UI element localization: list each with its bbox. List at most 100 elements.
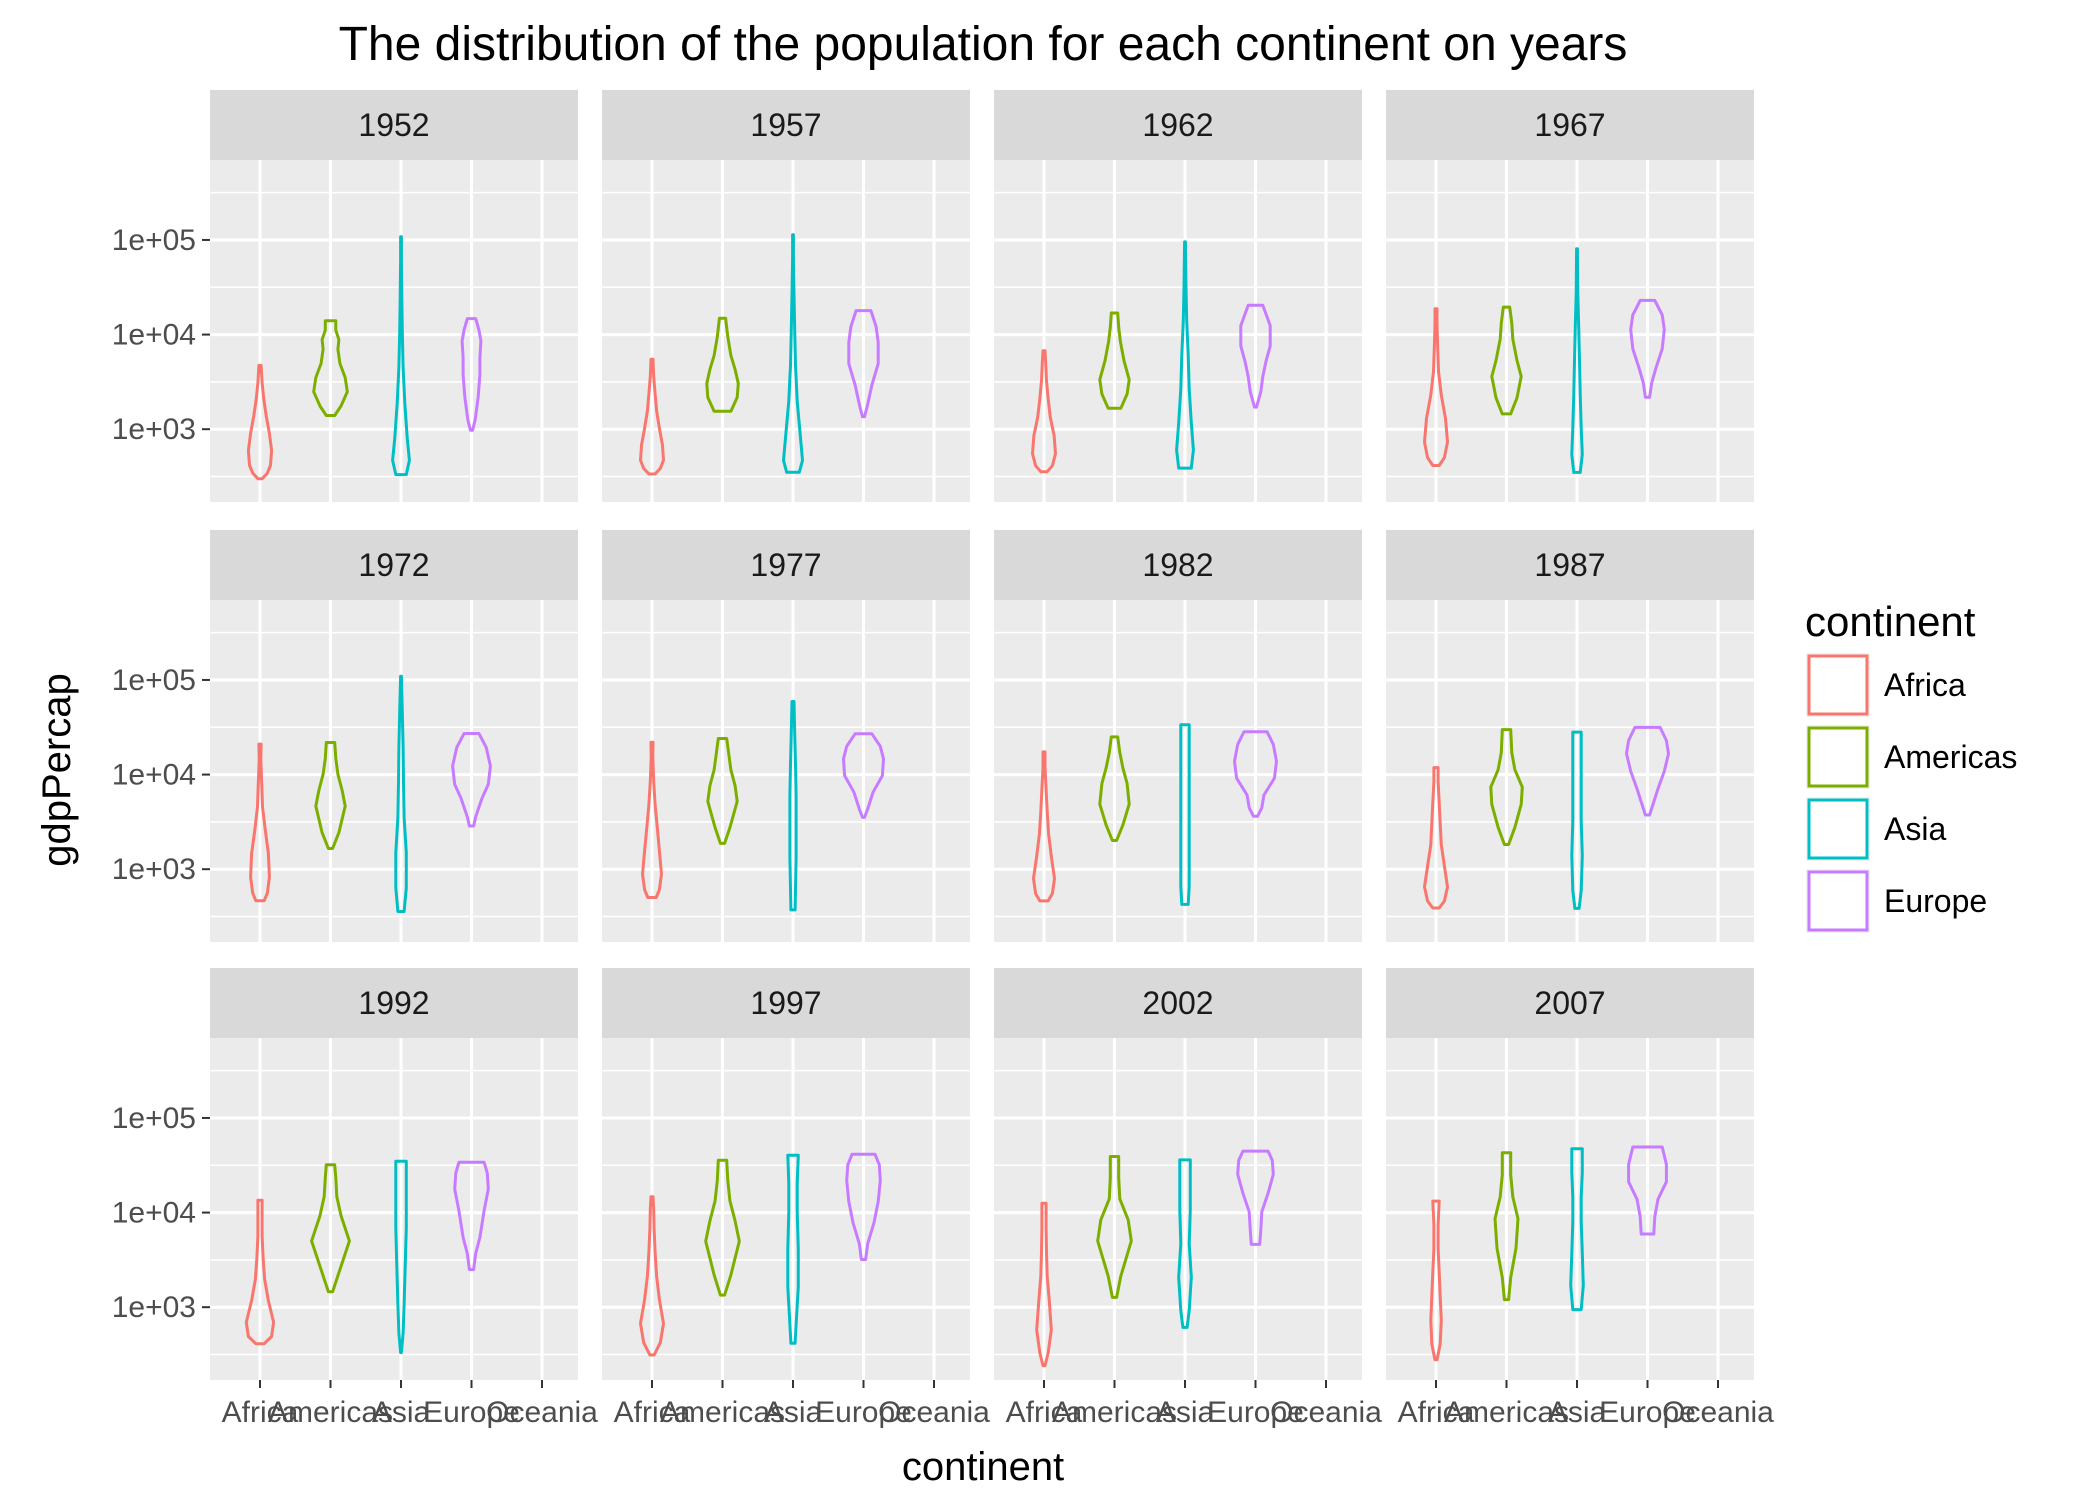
strip-background <box>602 90 970 160</box>
y-tick-label: 1e+03 <box>112 1291 196 1324</box>
x-tick-label: Americas <box>660 1396 785 1429</box>
strip-background <box>210 530 578 600</box>
x-tick-label: Asia <box>1548 1396 1607 1429</box>
violin-europe <box>1627 1145 1668 1236</box>
facet-panel: 1957 <box>602 90 970 502</box>
facet-panel: 1952 1e+03 1e+04 1e+05 <box>112 90 578 502</box>
violin-asia <box>1569 1147 1585 1312</box>
strip-background <box>994 968 1362 1038</box>
violin-europe <box>1625 725 1670 817</box>
x-tick-label: Asia <box>372 1396 431 1429</box>
legend-label: Africa <box>1884 667 1966 703</box>
strip-label: 1977 <box>750 547 821 583</box>
panel-background <box>1386 1038 1754 1380</box>
violin-africa <box>639 1195 665 1357</box>
violin-americas <box>310 1163 351 1294</box>
violin-europe <box>453 1160 490 1272</box>
legend-item: Europe <box>1806 869 1987 933</box>
legend-items: Africa Americas Asia Europe <box>1806 653 2017 933</box>
y-tick-label: 1e+04 <box>112 759 196 792</box>
panel-background <box>994 1038 1362 1380</box>
violin-africa <box>246 363 274 481</box>
violin-europe <box>847 309 880 419</box>
legend-title: continent <box>1805 598 1976 645</box>
strip-label: 1972 <box>358 547 429 583</box>
strip-label: 1957 <box>750 107 821 143</box>
violin-africa <box>1031 349 1057 474</box>
strip-label: 1952 <box>358 107 429 143</box>
violin-americas <box>1098 735 1131 842</box>
y-axis-title: gdpPercap <box>35 673 79 866</box>
legend-swatch <box>1807 798 1869 860</box>
violin-europe <box>460 317 483 432</box>
violin-europe <box>845 1152 882 1261</box>
violin-americas <box>1490 305 1523 416</box>
y-tick-label: 1e+04 <box>112 319 196 352</box>
x-tick-label: Americas <box>268 1396 393 1429</box>
facet-panel: 1962 <box>994 90 1362 502</box>
x-tick-label: Asia <box>764 1396 823 1429</box>
violin-americas <box>1493 1151 1520 1302</box>
strip-background <box>1386 968 1754 1038</box>
x-tick-label: Europe <box>1207 1396 1304 1429</box>
strip-background <box>602 968 970 1038</box>
violin-europe <box>451 732 492 828</box>
facet-panel: 1982 <box>994 530 1362 942</box>
violin-asia <box>782 233 804 474</box>
legend-item: Asia <box>1806 797 1946 861</box>
strip-label: 1967 <box>1534 107 1605 143</box>
violin-asia <box>1177 1158 1193 1329</box>
violin-americas <box>314 741 347 850</box>
violin-africa <box>249 742 271 903</box>
legend-swatch <box>1807 870 1869 932</box>
panel-background <box>210 1038 578 1380</box>
x-tick-label: Oceania <box>486 1396 598 1429</box>
violin-americas <box>706 737 739 845</box>
facet-panel: 1972 1e+03 1e+04 1e+05 <box>112 530 578 942</box>
x-tick-label: Europe <box>423 1396 520 1429</box>
violin-americas <box>1098 311 1131 410</box>
violin-asia <box>394 674 408 913</box>
x-tick-label: Africa <box>1398 1396 1475 1429</box>
legend: continent Africa Americas Asia Europe <box>1805 598 2017 933</box>
x-tick-label: Europe <box>815 1396 912 1429</box>
strip-label: 1992 <box>358 985 429 1021</box>
violin-africa <box>1423 766 1449 910</box>
violin-africa <box>1035 1201 1053 1368</box>
violin-europe <box>1629 298 1666 399</box>
x-tick-label: Africa <box>614 1396 691 1429</box>
violin-asia <box>391 235 411 477</box>
y-tick-label: 1e+05 <box>112 664 196 697</box>
violin-americas <box>312 319 349 417</box>
panel-background <box>1386 600 1754 942</box>
violin-europe <box>1233 730 1278 818</box>
x-tick-label: Europe <box>1599 1396 1696 1429</box>
chart-title: The distribution of the population for e… <box>339 18 1628 71</box>
facet-panels: 1952 1e+03 1e+04 1e+05 1957 1962 1967 1972 1e+03… <box>112 90 1774 1429</box>
strip-label: 1987 <box>1534 547 1605 583</box>
violin-africa <box>1032 750 1056 903</box>
violin-asia <box>1179 723 1191 906</box>
violin-asia <box>786 1153 800 1345</box>
violin-asia <box>1175 240 1195 470</box>
facet-panel: 1987 <box>1386 530 1754 942</box>
panel-background <box>1386 160 1754 502</box>
violin-africa <box>244 1198 276 1346</box>
violin-asia <box>788 700 798 912</box>
strip-label: 1982 <box>1142 547 1213 583</box>
violin-asia <box>1570 730 1584 910</box>
facet-panel: 1977 <box>602 530 970 942</box>
strip-background <box>994 90 1362 160</box>
violin-asia <box>394 1159 408 1354</box>
y-tick-label: 1e+03 <box>112 413 196 446</box>
violin-americas <box>1096 1155 1133 1299</box>
violin-americas <box>705 316 740 413</box>
violin-africa <box>641 740 663 899</box>
x-tick-label: Africa <box>222 1396 299 1429</box>
legend-item: Africa <box>1806 653 1966 717</box>
x-tick-label: Oceania <box>878 1396 990 1429</box>
